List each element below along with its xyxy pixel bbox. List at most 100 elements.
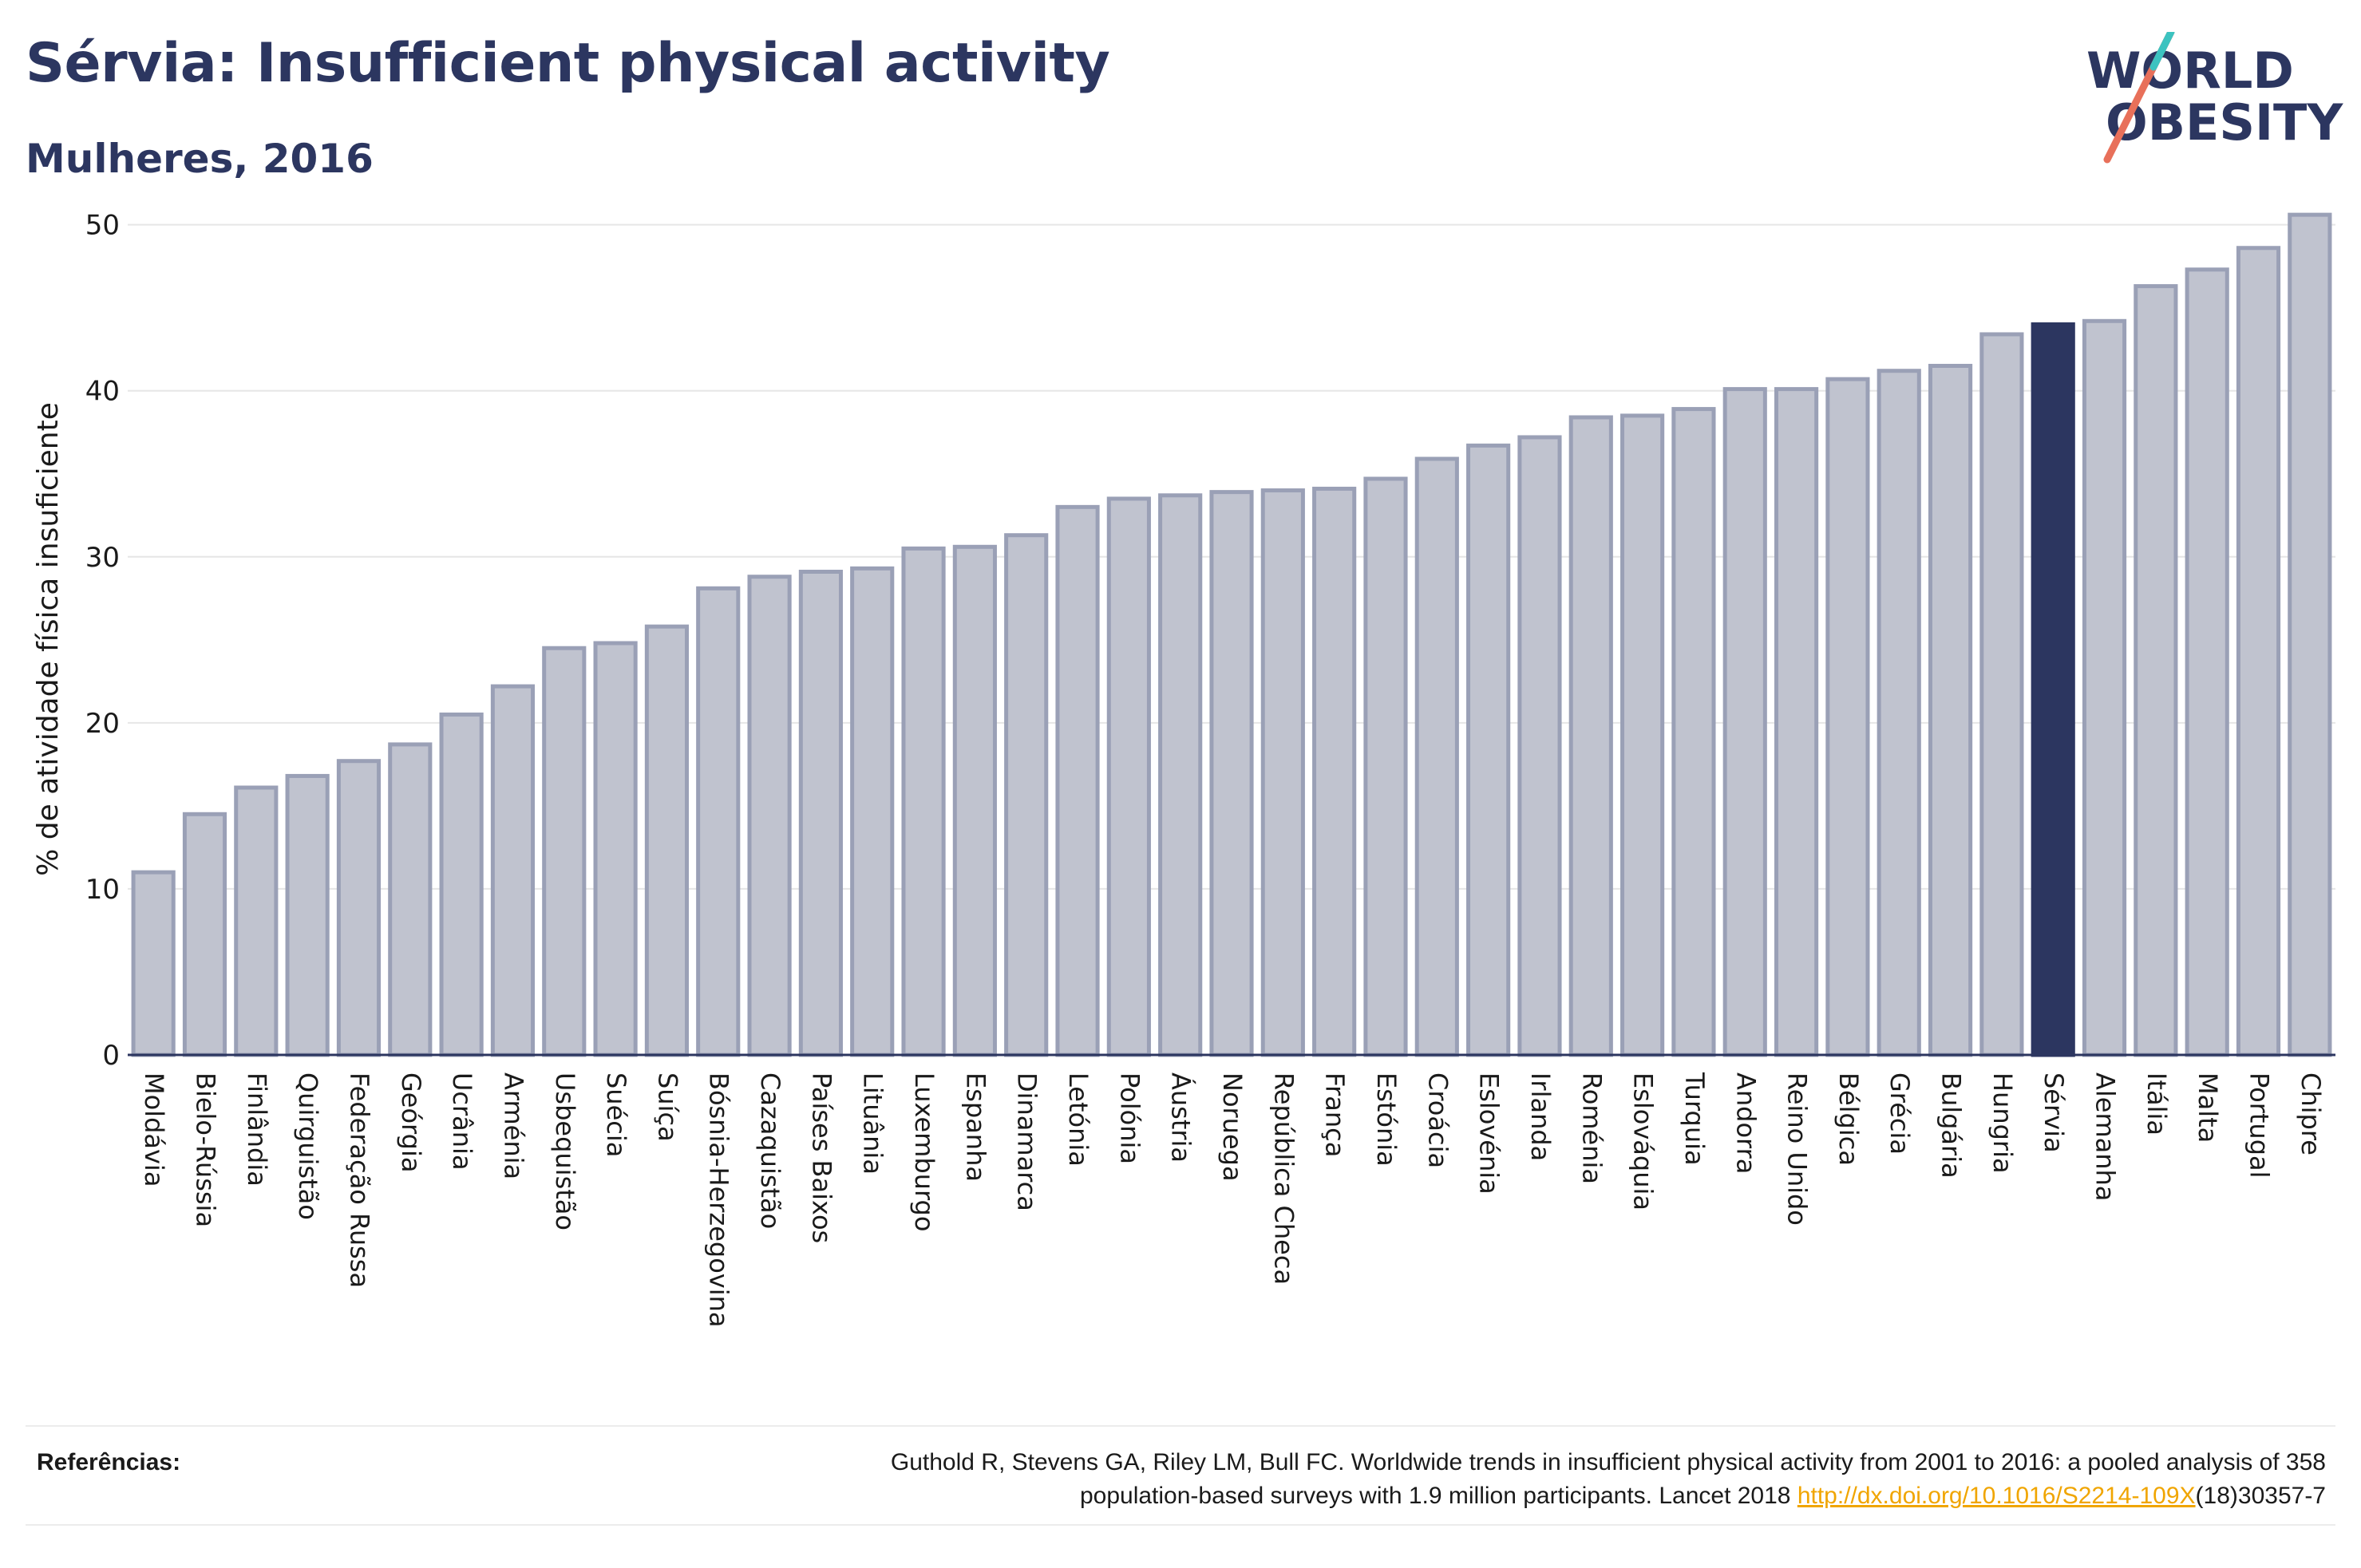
bar bbox=[644, 624, 690, 1057]
x-tick-label: Turquia bbox=[1679, 1072, 1710, 1166]
x-tick-label: Malta bbox=[2193, 1072, 2223, 1143]
x-tick-label: Itália bbox=[2142, 1072, 2172, 1136]
bar bbox=[490, 684, 536, 1057]
x-tick-label: Portugal bbox=[2244, 1072, 2275, 1179]
bar bbox=[1928, 363, 1973, 1057]
x-tick-label: Eslovénia bbox=[1474, 1072, 1505, 1195]
bar bbox=[542, 646, 587, 1057]
x-tick-label: Andorra bbox=[1730, 1072, 1761, 1174]
y-tick-label: 50 bbox=[85, 210, 120, 242]
bar bbox=[850, 566, 895, 1057]
x-tick-label: Suíça bbox=[652, 1072, 682, 1142]
references-label: Referências: bbox=[37, 1449, 181, 1475]
x-tick-label: Suécia bbox=[601, 1072, 631, 1157]
y-tick-label: 30 bbox=[85, 542, 120, 574]
bar bbox=[901, 546, 946, 1057]
x-tick-label: Lituânia bbox=[858, 1072, 888, 1175]
x-tick-label: Irlanda bbox=[1525, 1072, 1556, 1161]
references-text: Guthold R, Stevens GA, Riley LM, Bull FC… bbox=[570, 1446, 2326, 1513]
x-tick-label: Roménia bbox=[1576, 1072, 1607, 1184]
bar bbox=[1722, 387, 1767, 1057]
bar bbox=[1568, 415, 1613, 1057]
x-tick-label: Bielo-Rússia bbox=[190, 1072, 220, 1227]
x-tick-label: Letónia bbox=[1063, 1072, 1093, 1167]
y-tick-label: 10 bbox=[85, 874, 120, 906]
x-tick-label: Moldávia bbox=[139, 1072, 169, 1187]
bar bbox=[1414, 456, 1459, 1057]
x-tick-label: Croácia bbox=[1422, 1072, 1453, 1168]
reference-suffix: (18)30357-7 bbox=[2195, 1483, 2326, 1509]
bar-highlight bbox=[2031, 322, 2075, 1057]
bar bbox=[1517, 435, 1562, 1057]
bar bbox=[1363, 476, 1408, 1057]
x-tick-label: Geórgia bbox=[396, 1072, 426, 1172]
bar bbox=[388, 742, 433, 1057]
bar-chart: 0 10 20 30 40 50 Moldávia Bielo-Rússia Finlândi… bbox=[32, 210, 2335, 1328]
x-tick-label: Bulgária bbox=[1936, 1072, 1967, 1179]
y-tick-label: 40 bbox=[85, 376, 120, 408]
bar bbox=[1877, 369, 1921, 1057]
chart-bars bbox=[131, 212, 2332, 1057]
references-bottom-rule bbox=[26, 1524, 2335, 1526]
x-tick-label: Hungria bbox=[1987, 1072, 2018, 1174]
y-tick-labels: 0 10 20 30 40 50 bbox=[85, 210, 120, 1072]
world-obesity-logo: WORLD OBESITY bbox=[2086, 32, 2343, 164]
y-axis-label: % de atividade física insuficiente bbox=[32, 402, 65, 876]
bar bbox=[952, 544, 997, 1057]
bar bbox=[131, 870, 176, 1057]
x-tick-label: Quirguistão bbox=[293, 1072, 323, 1220]
bar bbox=[182, 812, 227, 1057]
x-tick-label: Espanha bbox=[960, 1072, 991, 1182]
bar bbox=[2288, 212, 2332, 1057]
y-tick-label: 20 bbox=[85, 708, 120, 740]
x-tick-label: Federação Russa bbox=[344, 1072, 374, 1288]
bar bbox=[1825, 377, 1870, 1057]
x-tick-label: Alemanha bbox=[2090, 1072, 2121, 1201]
bar bbox=[234, 785, 279, 1057]
x-tick-label: Noruega bbox=[1217, 1072, 1248, 1182]
bar bbox=[1312, 486, 1357, 1057]
bar bbox=[2134, 284, 2178, 1057]
bar bbox=[439, 712, 484, 1057]
x-tick-labels: Moldávia Bielo-Rússia Finlândia Quirguistão… bbox=[139, 1072, 2326, 1328]
x-tick-label: Finlândia bbox=[242, 1072, 272, 1187]
x-tick-label: Bélgica bbox=[1833, 1072, 1864, 1166]
reference-line1: Guthold R, Stevens GA, Riley LM, Bull FC… bbox=[890, 1449, 2326, 1475]
x-tick-label: Dinamarca bbox=[1012, 1072, 1042, 1211]
logo-line1: WORLD bbox=[2086, 41, 2294, 100]
logo-line2: OBESITY bbox=[2106, 93, 2343, 152]
x-tick-label: Países Baixos bbox=[806, 1072, 836, 1243]
bar bbox=[336, 759, 382, 1057]
bar bbox=[1106, 496, 1151, 1057]
x-tick-label: Arménia bbox=[498, 1072, 528, 1179]
x-tick-label: França bbox=[1320, 1072, 1351, 1157]
bar bbox=[1004, 533, 1049, 1057]
bar bbox=[593, 641, 638, 1057]
x-tick-label: República Checa bbox=[1268, 1072, 1299, 1285]
x-tick-label: Chipre bbox=[2296, 1072, 2326, 1155]
bar bbox=[1466, 443, 1511, 1057]
x-tick-label: Bósnia-Herzegovina bbox=[704, 1072, 734, 1328]
references-top-rule bbox=[26, 1425, 2335, 1427]
bar bbox=[747, 575, 792, 1057]
bar bbox=[2082, 318, 2127, 1057]
bar bbox=[696, 586, 741, 1057]
bar bbox=[1158, 493, 1203, 1057]
logo-slash-accent-icon bbox=[2149, 32, 2175, 71]
bar bbox=[1620, 413, 1665, 1057]
reference-doi-link[interactable]: http://dx.doi.org/10.1016/S2214-109X bbox=[1797, 1483, 2196, 1509]
x-tick-label: Usbequistão bbox=[550, 1072, 580, 1230]
x-tick-label: Cazaquistão bbox=[755, 1072, 785, 1229]
bar bbox=[1055, 504, 1100, 1057]
chart-title: Sérvia: Insufficient physical activity bbox=[26, 32, 1110, 95]
reference-line2: population-based surveys with 1.9 millio… bbox=[1079, 1483, 1791, 1509]
x-tick-label: Luxemburgo bbox=[909, 1072, 939, 1231]
x-tick-label: Ucrânia bbox=[447, 1072, 477, 1171]
x-tick-label: Áustria bbox=[1166, 1072, 1196, 1163]
x-tick-label: Reino Unido bbox=[1782, 1072, 1813, 1226]
bar bbox=[285, 773, 330, 1057]
bar bbox=[798, 569, 843, 1057]
x-tick-label: Estónia bbox=[1371, 1072, 1402, 1167]
x-tick-label: Sérvia bbox=[2039, 1072, 2069, 1153]
bar bbox=[2236, 246, 2281, 1057]
